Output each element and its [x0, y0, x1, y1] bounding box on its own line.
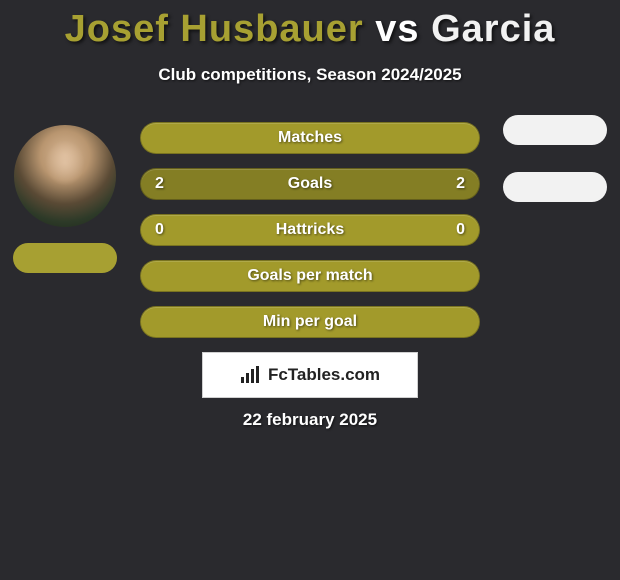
stat-label: Matches [195, 129, 425, 147]
subtitle: Club competitions, Season 2024/2025 [0, 65, 620, 85]
stat-row-min-per-goal: Min per goal [140, 306, 480, 338]
stat-label: Goals per match [195, 267, 425, 285]
date-text: 22 february 2025 [0, 410, 620, 430]
stats-container: Matches 2 Goals 2 0 Hattricks 0 Goals pe… [140, 122, 480, 352]
player2-name: Garcia [431, 8, 555, 50]
stat-row-goals-per-match: Goals per match [140, 260, 480, 292]
stat-label: Min per goal [195, 313, 425, 331]
player1-panel [10, 125, 120, 278]
player2-panel [500, 115, 610, 207]
stat-left-value: 0 [155, 221, 195, 239]
vs-text: vs [375, 8, 419, 50]
branding-badge: FcTables.com [202, 352, 418, 398]
stat-row-hattricks: 0 Hattricks 0 [140, 214, 480, 246]
player1-name-pill [13, 243, 117, 273]
stat-left-value: 2 [155, 175, 195, 193]
comparison-title: Josef Husbauer vs Garcia [0, 0, 620, 51]
player1-name: Josef Husbauer [65, 8, 364, 50]
stat-label: Goals [195, 175, 425, 193]
stat-row-goals: 2 Goals 2 [140, 168, 480, 200]
player1-avatar [14, 125, 116, 227]
stat-row-matches: Matches [140, 122, 480, 154]
stat-label: Hattricks [195, 221, 425, 239]
player2-name-pill-1 [503, 115, 607, 145]
bar-chart-icon [240, 366, 262, 384]
branding-text: FcTables.com [268, 365, 380, 385]
stat-right-value: 0 [425, 221, 465, 239]
stat-right-value: 2 [425, 175, 465, 193]
player2-name-pill-2 [503, 172, 607, 202]
